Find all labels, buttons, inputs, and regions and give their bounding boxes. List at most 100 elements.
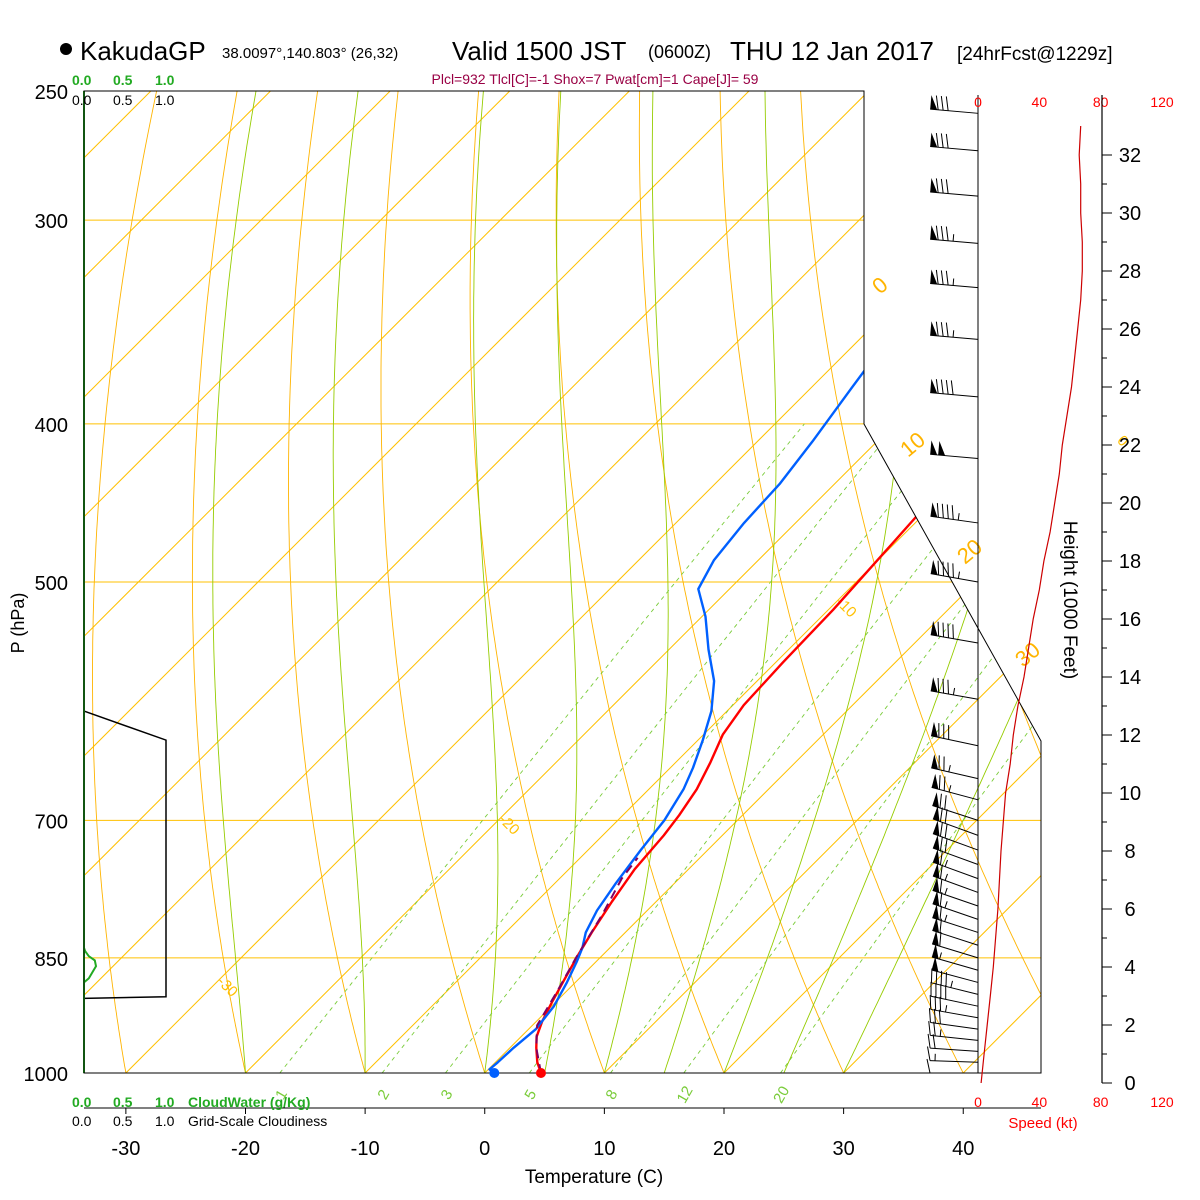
wind-barb-halfline bbox=[957, 571, 961, 579]
wind-barb-staff bbox=[930, 1034, 979, 1041]
height-tick-label: 20 bbox=[1119, 493, 1141, 515]
height-tick-label: 12 bbox=[1119, 725, 1141, 747]
dry-adiabat-line bbox=[719, 91, 982, 1073]
wind-barb-line bbox=[942, 622, 945, 637]
isotherm-line bbox=[843, 91, 1041, 1073]
wind-barb-line bbox=[947, 562, 949, 577]
speed-tick-label-top: 0 bbox=[974, 94, 982, 110]
wind-barb-line bbox=[935, 178, 939, 193]
wind-barb-staff bbox=[932, 847, 979, 865]
wind-barb-flag bbox=[930, 502, 938, 518]
wind-barb-line bbox=[950, 380, 954, 395]
cloud-scale-bottom-black-2: 1.0 bbox=[155, 1113, 175, 1129]
wind-barb-line bbox=[940, 133, 944, 148]
wind-barb-line bbox=[939, 864, 943, 879]
wind-barb bbox=[932, 805, 979, 836]
isotherm-line bbox=[364, 91, 1041, 1073]
temperature-axis-label: Temperature (C) bbox=[525, 1167, 663, 1188]
wind-barb bbox=[930, 677, 979, 700]
pressure-tick-label: 1000 bbox=[24, 1064, 69, 1086]
wind-barb bbox=[930, 502, 979, 524]
wind-barb-line bbox=[939, 850, 943, 865]
wind-barb-line bbox=[940, 95, 944, 111]
temperature-line bbox=[535, 134, 1041, 1073]
wind-barb bbox=[927, 1033, 979, 1052]
wind-barb-flag bbox=[930, 620, 938, 636]
isotherm-line bbox=[84, 91, 869, 1073]
wind-barb-flag bbox=[932, 805, 940, 822]
isotherm-line bbox=[84, 91, 750, 1073]
mixing-ratio-label: 3 bbox=[438, 1087, 457, 1103]
isotherm-line bbox=[604, 91, 1041, 1073]
cloud-scale-top-green-1: 0.5 bbox=[113, 72, 133, 88]
mixing-ratio-line bbox=[279, 423, 805, 1073]
cloud-scale-bottom-black-0: 0.0 bbox=[72, 1113, 92, 1129]
wind-barb bbox=[932, 890, 979, 920]
wind-barb bbox=[930, 722, 979, 747]
wind-barb-flag bbox=[930, 95, 938, 110]
wind-barb-line bbox=[939, 918, 942, 933]
cloudwater-label: CloudWater (g/Kg) bbox=[188, 1094, 310, 1110]
wind-barb-line bbox=[942, 561, 945, 576]
moist-adiabat-line bbox=[212, 91, 257, 1073]
wind-barb-staff bbox=[930, 1047, 979, 1052]
dry-adiabat-line bbox=[638, 91, 861, 1073]
wind-barb-halfline bbox=[944, 887, 948, 895]
isotherm-label: -30 bbox=[214, 973, 241, 1000]
wind-barb-line bbox=[940, 178, 944, 194]
wind-barb-line bbox=[939, 996, 942, 1012]
wind-barb bbox=[928, 1021, 979, 1041]
valid-time: Valid 1500 JST bbox=[452, 36, 627, 66]
moist-adiabat-line bbox=[332, 91, 366, 1073]
mixing-ratio-label: 20 bbox=[770, 1083, 793, 1106]
wind-barb bbox=[930, 321, 979, 340]
cloud-scale-bottom: 0.0 0.5 1.0 CloudWater (g/Kg) 0.0 0.5 1.… bbox=[72, 1094, 327, 1129]
cloud-scale-top: 0.0 0.5 1.0 0.0 0.5 1.0 bbox=[72, 72, 175, 108]
mixing-ratio-label: 12 bbox=[674, 1083, 697, 1106]
temperature-tick-label: 20 bbox=[713, 1138, 735, 1160]
wind-barb-line bbox=[940, 226, 944, 241]
wind-barb-halfline bbox=[952, 234, 955, 242]
moist-adiabat-line bbox=[663, 91, 777, 1073]
wind-barb bbox=[932, 792, 979, 821]
wind-barb-staff bbox=[930, 1060, 979, 1063]
wind-barb bbox=[930, 178, 979, 197]
wind-barb bbox=[930, 620, 979, 644]
station-coords: 38.0097°,140.803° (26,32) bbox=[222, 45, 398, 62]
wind-barb-line bbox=[933, 1021, 936, 1036]
wind-barb-staff bbox=[930, 453, 979, 459]
height-tick-label: 24 bbox=[1119, 377, 1141, 399]
wind-barb-staff bbox=[930, 1021, 979, 1030]
isotherm-line bbox=[84, 91, 630, 1073]
dry-adiabat-line bbox=[288, 91, 376, 1073]
height-axis-label: Height (1000 Feet) bbox=[1059, 521, 1080, 679]
wind-barb-line bbox=[937, 621, 940, 637]
wind-barb-line bbox=[934, 995, 937, 1011]
wind-barb-staff bbox=[932, 929, 979, 946]
wind-barb-line bbox=[943, 776, 946, 791]
wind-barb-line bbox=[938, 1009, 941, 1024]
temperature-tick-label: -30 bbox=[111, 1138, 140, 1160]
wind-barb-flag bbox=[930, 559, 938, 575]
wind-barb-line bbox=[928, 1008, 931, 1023]
wind-barb-line bbox=[945, 179, 949, 194]
wind-barb-staff bbox=[931, 767, 979, 780]
wind-barb-flag bbox=[932, 820, 940, 837]
wind-barb bbox=[931, 773, 979, 801]
pressure-tick-label: 250 bbox=[35, 82, 68, 104]
wind-barb bbox=[932, 862, 979, 893]
mixing-ratio-line bbox=[381, 423, 898, 1073]
wind-barb-line bbox=[935, 379, 939, 394]
temperature-tick-label: 30 bbox=[832, 1138, 854, 1160]
wind-barb-staff bbox=[930, 634, 979, 644]
wind-barb-flag bbox=[931, 773, 939, 790]
wind-barb bbox=[932, 849, 979, 880]
mixing-ratio-label: 8 bbox=[602, 1087, 621, 1103]
dry-adiabat-label: 20 bbox=[952, 534, 987, 569]
wind-barb-line bbox=[927, 1033, 931, 1049]
wind-barb bbox=[930, 981, 979, 1007]
wind-barb-halfline bbox=[944, 873, 948, 881]
cloudiness-profile bbox=[83, 710, 167, 1000]
